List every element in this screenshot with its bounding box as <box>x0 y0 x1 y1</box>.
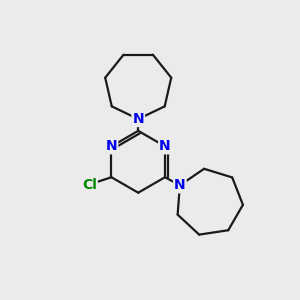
Text: N: N <box>106 139 117 153</box>
Text: N: N <box>159 139 171 153</box>
Text: Cl: Cl <box>82 178 97 192</box>
Text: N: N <box>132 112 144 126</box>
Text: N: N <box>174 178 186 192</box>
